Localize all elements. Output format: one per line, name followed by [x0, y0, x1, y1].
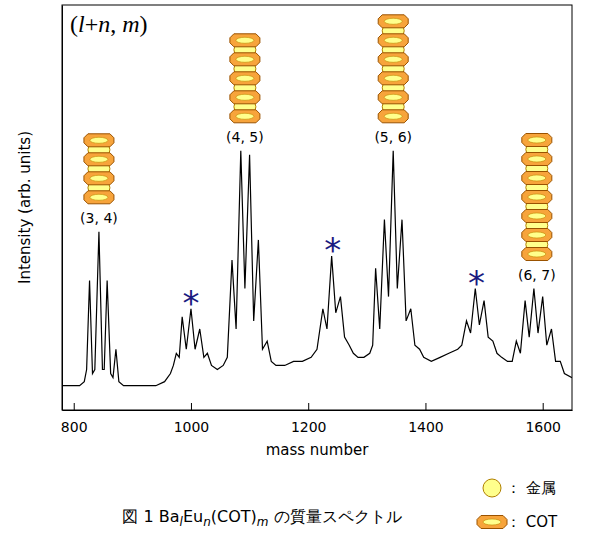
cot-inner: [528, 137, 546, 143]
cot-inner: [528, 232, 546, 238]
cot-shape: [522, 172, 552, 185]
asterisk-marker: *: [468, 263, 485, 303]
cot-shape: [378, 15, 408, 28]
cot-inner: [528, 213, 546, 219]
x-tick-mark: [308, 403, 309, 410]
caption: 図 1 BalEun(COT)m の質量スペクトル: [122, 507, 401, 529]
y-axis-line: [62, 6, 63, 411]
cot-shape: [84, 191, 114, 204]
cot-inner: [384, 37, 402, 43]
cluster-label: (6, 7): [518, 267, 556, 283]
cot-shape: [522, 191, 552, 204]
cot-inner: [384, 75, 402, 81]
x-tick: 800: [61, 403, 88, 435]
cot-shape: [378, 34, 408, 47]
x-tick: 1200: [291, 403, 327, 435]
legend-label: ： 金属: [506, 479, 556, 497]
y-axis: [62, 6, 63, 411]
legend-label: ： COT: [506, 513, 558, 531]
cot-shape: [378, 110, 408, 123]
cot-shape: [230, 91, 260, 104]
cot-shape: [84, 172, 114, 185]
cot-inner: [90, 156, 108, 162]
x-tick-mark: [543, 403, 544, 410]
x-axis-title: mass number: [266, 441, 370, 459]
cot-shape: [522, 134, 552, 147]
y-axis-title: Intensity (arb. units): [16, 131, 34, 284]
cot-shape: [522, 153, 552, 166]
cot-shape: [522, 248, 552, 261]
cluster-icon: [84, 134, 114, 204]
cluster-label: (5, 6): [374, 129, 412, 145]
caption-subscript: n: [203, 515, 211, 529]
corner-label: (l+n, m): [70, 11, 148, 37]
cluster-icon: [378, 15, 408, 123]
cluster-label: (3, 4): [80, 210, 118, 226]
chart: 800 1000 1200 1400 1600 mass number Intensity …: [0, 0, 593, 545]
spectrum-line: [62, 151, 572, 386]
caption-part: (COT): [211, 507, 257, 526]
caption-subscript: m: [257, 515, 269, 529]
cot-inner: [236, 94, 254, 100]
plot-frame: [62, 5, 572, 410]
cot-shape: [522, 210, 552, 223]
cot-inner: [528, 194, 546, 200]
cot-inner: [384, 56, 402, 62]
x-tick-label: 1400: [408, 419, 444, 435]
x-tick-label: 1000: [174, 419, 210, 435]
x-tick-mark: [425, 403, 426, 410]
cot-inner: [236, 56, 254, 62]
x-tick: 1400: [408, 403, 444, 435]
x-tick: 1000: [174, 403, 210, 435]
cot-inner: [528, 175, 546, 181]
cot-shape: [230, 72, 260, 85]
legend-symbol: [483, 479, 501, 497]
cluster-icon: [230, 34, 260, 123]
cot-inner: [384, 18, 402, 24]
caption-part: 図 1 Ba: [122, 507, 179, 526]
cot-shape: [378, 91, 408, 104]
cot-inner: [90, 194, 108, 200]
caption-part: Eu: [183, 507, 203, 526]
legend-item: ： COT: [477, 513, 558, 531]
asterisk-marker: *: [324, 230, 341, 270]
asterisk-marker: *: [182, 283, 199, 323]
x-axis-line: [63, 410, 573, 411]
cot-inner: [528, 156, 546, 162]
cot-shape: [230, 34, 260, 47]
cot-inner: [384, 113, 402, 119]
plot-area: [62, 151, 572, 386]
cluster-label: (4, 5): [226, 129, 264, 145]
legend-symbol-inner: [483, 519, 501, 525]
legend-item: ： 金属: [483, 479, 556, 497]
cot-inner: [90, 175, 108, 181]
cot-shape: [230, 53, 260, 66]
x-tick: 1600: [525, 403, 561, 435]
cot-shape: [522, 229, 552, 242]
caption-part: の質量スペクトル: [268, 507, 401, 526]
x-tick-mark: [74, 403, 75, 410]
cot-shape: [230, 110, 260, 123]
cot-shape: [378, 53, 408, 66]
cot-shape: [378, 72, 408, 85]
cot-inner: [236, 37, 254, 43]
cot-inner: [236, 75, 254, 81]
legend-symbol: [477, 516, 507, 529]
x-tick-mark: [191, 403, 192, 410]
cot-inner: [384, 94, 402, 100]
cluster-icon: [522, 134, 552, 261]
cot-inner: [90, 137, 108, 143]
x-axis: 800 1000 1200 1400 1600: [61, 403, 573, 435]
cot-shape: [84, 153, 114, 166]
cot-inner: [236, 113, 254, 119]
cot-shape: [84, 134, 114, 147]
x-tick-label: 1600: [525, 419, 561, 435]
x-tick-label: 1200: [291, 419, 327, 435]
x-tick-label: 800: [61, 419, 88, 435]
cot-inner: [528, 251, 546, 257]
